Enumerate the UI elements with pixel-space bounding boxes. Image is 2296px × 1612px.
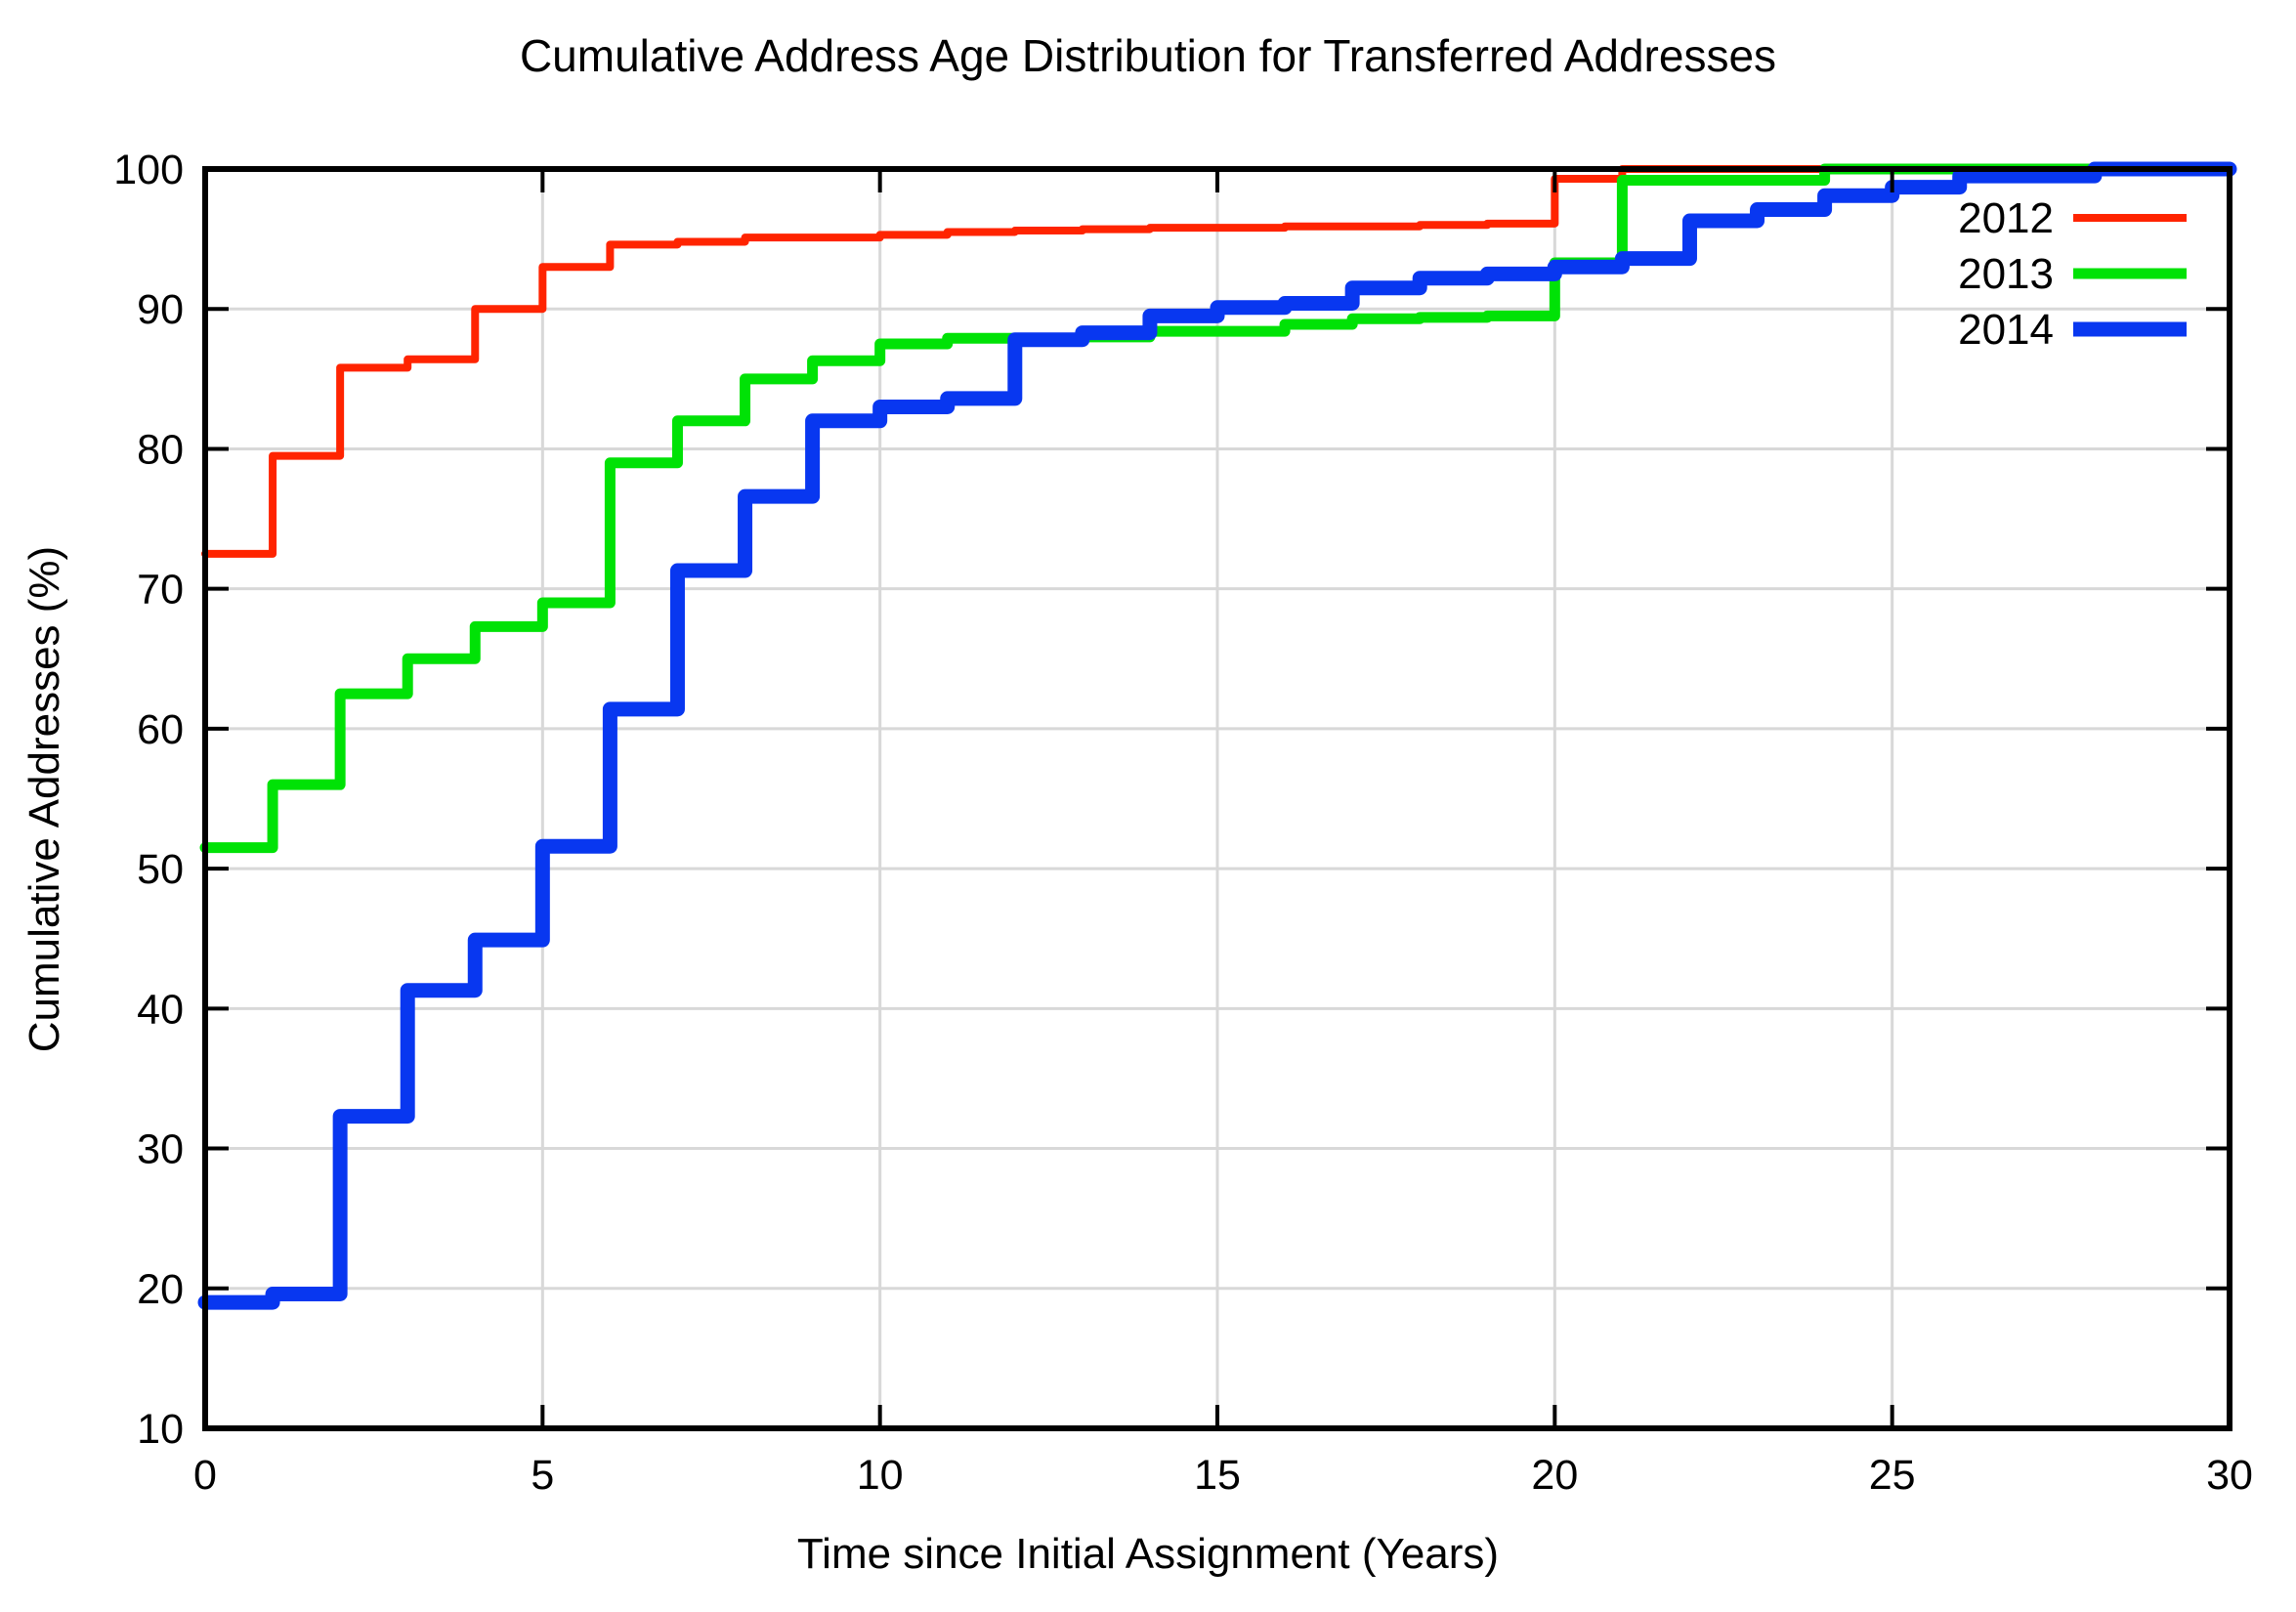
x-tick-label: 25 (1869, 1452, 1916, 1499)
x-tick-label: 5 (531, 1452, 554, 1499)
x-tick-label: 15 (1194, 1452, 1241, 1499)
x-tick-label: 20 (1531, 1452, 1578, 1499)
series-line-2014 (197, 161, 2237, 1310)
y-axis-label: Cumulative Addresses (%) (21, 545, 68, 1053)
x-tick-label: 10 (857, 1452, 904, 1499)
x-tick-label: 30 (2206, 1452, 2253, 1499)
legend-label-2012: 2012 (1958, 194, 2054, 242)
x-tick-label: 0 (193, 1452, 217, 1499)
x-axis-label: Time since Initial Assignment (Years) (796, 1530, 1500, 1578)
chart-title: Cumulative Address Age Distribution for … (519, 30, 1777, 81)
y-tick-label: 70 (137, 567, 184, 614)
y-tick-label: 100 (113, 147, 184, 193)
y-tick-label: 20 (137, 1266, 184, 1313)
y-tick-label: 80 (137, 426, 184, 473)
y-tick-label: 30 (137, 1126, 184, 1173)
legend-label-2014: 2014 (1958, 306, 2054, 354)
y-tick-label: 10 (137, 1406, 184, 1453)
y-tick-label: 40 (137, 986, 184, 1033)
legend-label-2013: 2013 (1958, 250, 2054, 298)
y-tick-label: 60 (137, 706, 184, 753)
y-tick-label: 90 (137, 286, 184, 333)
y-tick-label: 50 (137, 846, 184, 893)
